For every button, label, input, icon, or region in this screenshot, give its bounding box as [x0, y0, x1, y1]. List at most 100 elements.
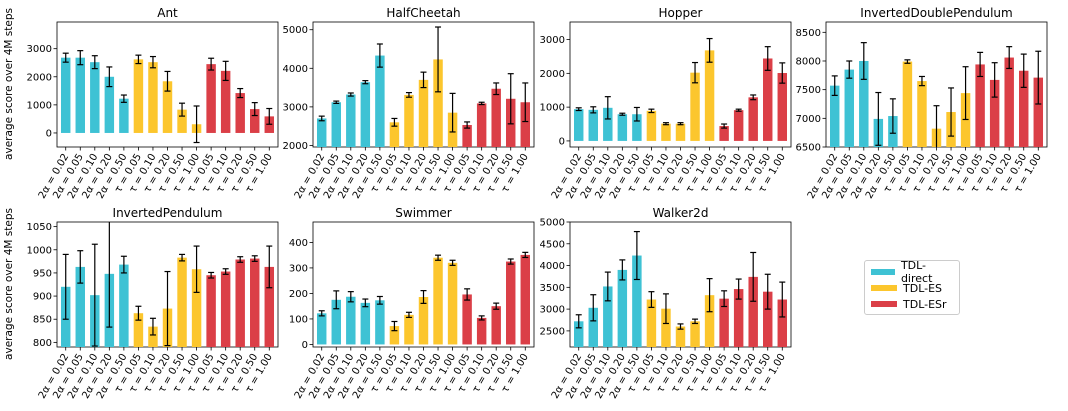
bar: [603, 107, 613, 141]
y-tick-label: 7500: [796, 85, 821, 96]
bar: [476, 103, 487, 147]
y-tick-label: 900: [33, 292, 52, 303]
bar: [75, 57, 85, 133]
bar: [748, 276, 758, 347]
y-tick-label: 950: [33, 268, 52, 279]
y-tick-label: 0: [302, 340, 308, 351]
bar: [235, 259, 245, 347]
legend-item-tdl-esr: TDL-ESr: [871, 296, 953, 312]
bar: [104, 76, 115, 133]
bar: [331, 102, 341, 147]
y-tick-label: 3000: [540, 35, 565, 46]
bar: [331, 299, 341, 345]
bar: [617, 269, 628, 347]
bar: [375, 55, 385, 147]
bar: [316, 118, 327, 147]
bar: [588, 307, 598, 347]
bar: [733, 110, 744, 141]
y-tick-label: 1000: [27, 245, 52, 256]
legend-label-tdl-es: TDL-ES: [903, 281, 943, 295]
bar: [646, 110, 657, 141]
bar: [206, 64, 216, 133]
bar: [404, 314, 414, 345]
bar: [418, 297, 429, 345]
bar: [148, 326, 158, 347]
bar: [162, 81, 173, 133]
ylabel-row-1: average score over 4M steps: [3, 8, 15, 160]
chart-title: Swimmer: [395, 206, 452, 220]
y-tick-label: 0: [46, 128, 52, 139]
y-tick-label: 3500: [540, 283, 565, 294]
chart-title: Walker2d: [653, 206, 709, 220]
y-tick-label: 4000: [283, 64, 308, 75]
legend-item-tdl-es: TDL-ES: [871, 280, 953, 296]
bar: [133, 313, 144, 347]
bar: [719, 298, 729, 347]
bar: [603, 286, 613, 347]
y-tick-label: 2000: [283, 141, 308, 152]
y-tick-label: 5000: [540, 218, 565, 229]
bar: [777, 299, 788, 347]
bar: [191, 269, 202, 347]
bar: [1019, 70, 1029, 147]
bar: [661, 308, 671, 347]
bar: [250, 258, 260, 347]
bar: [462, 125, 472, 147]
bar: [418, 79, 429, 147]
bar: [476, 317, 487, 345]
y-tick-label: 1000: [27, 100, 52, 111]
legend: TDL-direct TDL-ES TDL-ESr: [864, 259, 960, 315]
bar: [844, 69, 854, 147]
legend-swatch-tdl-esr: [871, 301, 897, 307]
bar: [902, 61, 913, 147]
bar: [220, 271, 231, 347]
bar: [360, 302, 371, 345]
bar: [404, 94, 414, 147]
legend-label-tdl-esr: TDL-ESr: [903, 297, 947, 311]
bar: [1033, 77, 1044, 147]
bar: [763, 58, 773, 141]
y-tick-label: 200: [289, 289, 308, 300]
chart-title: InvertedPendulum: [113, 206, 223, 220]
ylabel-row-2: average score over 4M steps: [3, 208, 15, 360]
bar: [520, 102, 531, 147]
bar: [346, 94, 356, 147]
bar: [206, 275, 216, 347]
bar: [1004, 57, 1014, 147]
bar: [389, 326, 400, 345]
legend-swatch-tdl-direct: [871, 269, 895, 275]
bar: [177, 257, 187, 347]
y-tick-label: 3000: [283, 102, 308, 113]
y-tick-label: 2000: [27, 72, 52, 83]
chart-panel-inverteddoublependulum: InvertedDoublePendulum 6500 7000 7500 8000 85…: [796, 6, 1048, 201]
bar: [133, 59, 144, 133]
bar: [250, 109, 260, 133]
y-tick-label: 2000: [540, 69, 565, 80]
bar: [704, 50, 715, 141]
y-tick-label: 300: [289, 263, 308, 274]
bar: [220, 70, 231, 133]
bar: [491, 306, 501, 345]
y-tick-label: 100: [289, 314, 308, 325]
y-tick-label: 1000: [540, 103, 565, 114]
bar: [462, 294, 472, 345]
bar: [704, 295, 715, 347]
y-tick-label: 3000: [27, 44, 52, 55]
bar: [975, 64, 985, 147]
bar: [675, 326, 686, 347]
bar: [719, 126, 729, 141]
y-tick-label: 6500: [796, 143, 821, 154]
y-tick-label: 1050: [27, 222, 52, 233]
y-tick-label: 3000: [540, 305, 565, 316]
bar: [632, 255, 642, 347]
y-tick-label: 400: [289, 238, 308, 249]
bar: [316, 313, 327, 345]
bar: [646, 299, 657, 347]
bar: [632, 114, 642, 141]
y-tick-label: 800: [33, 338, 52, 349]
bar: [447, 262, 458, 345]
